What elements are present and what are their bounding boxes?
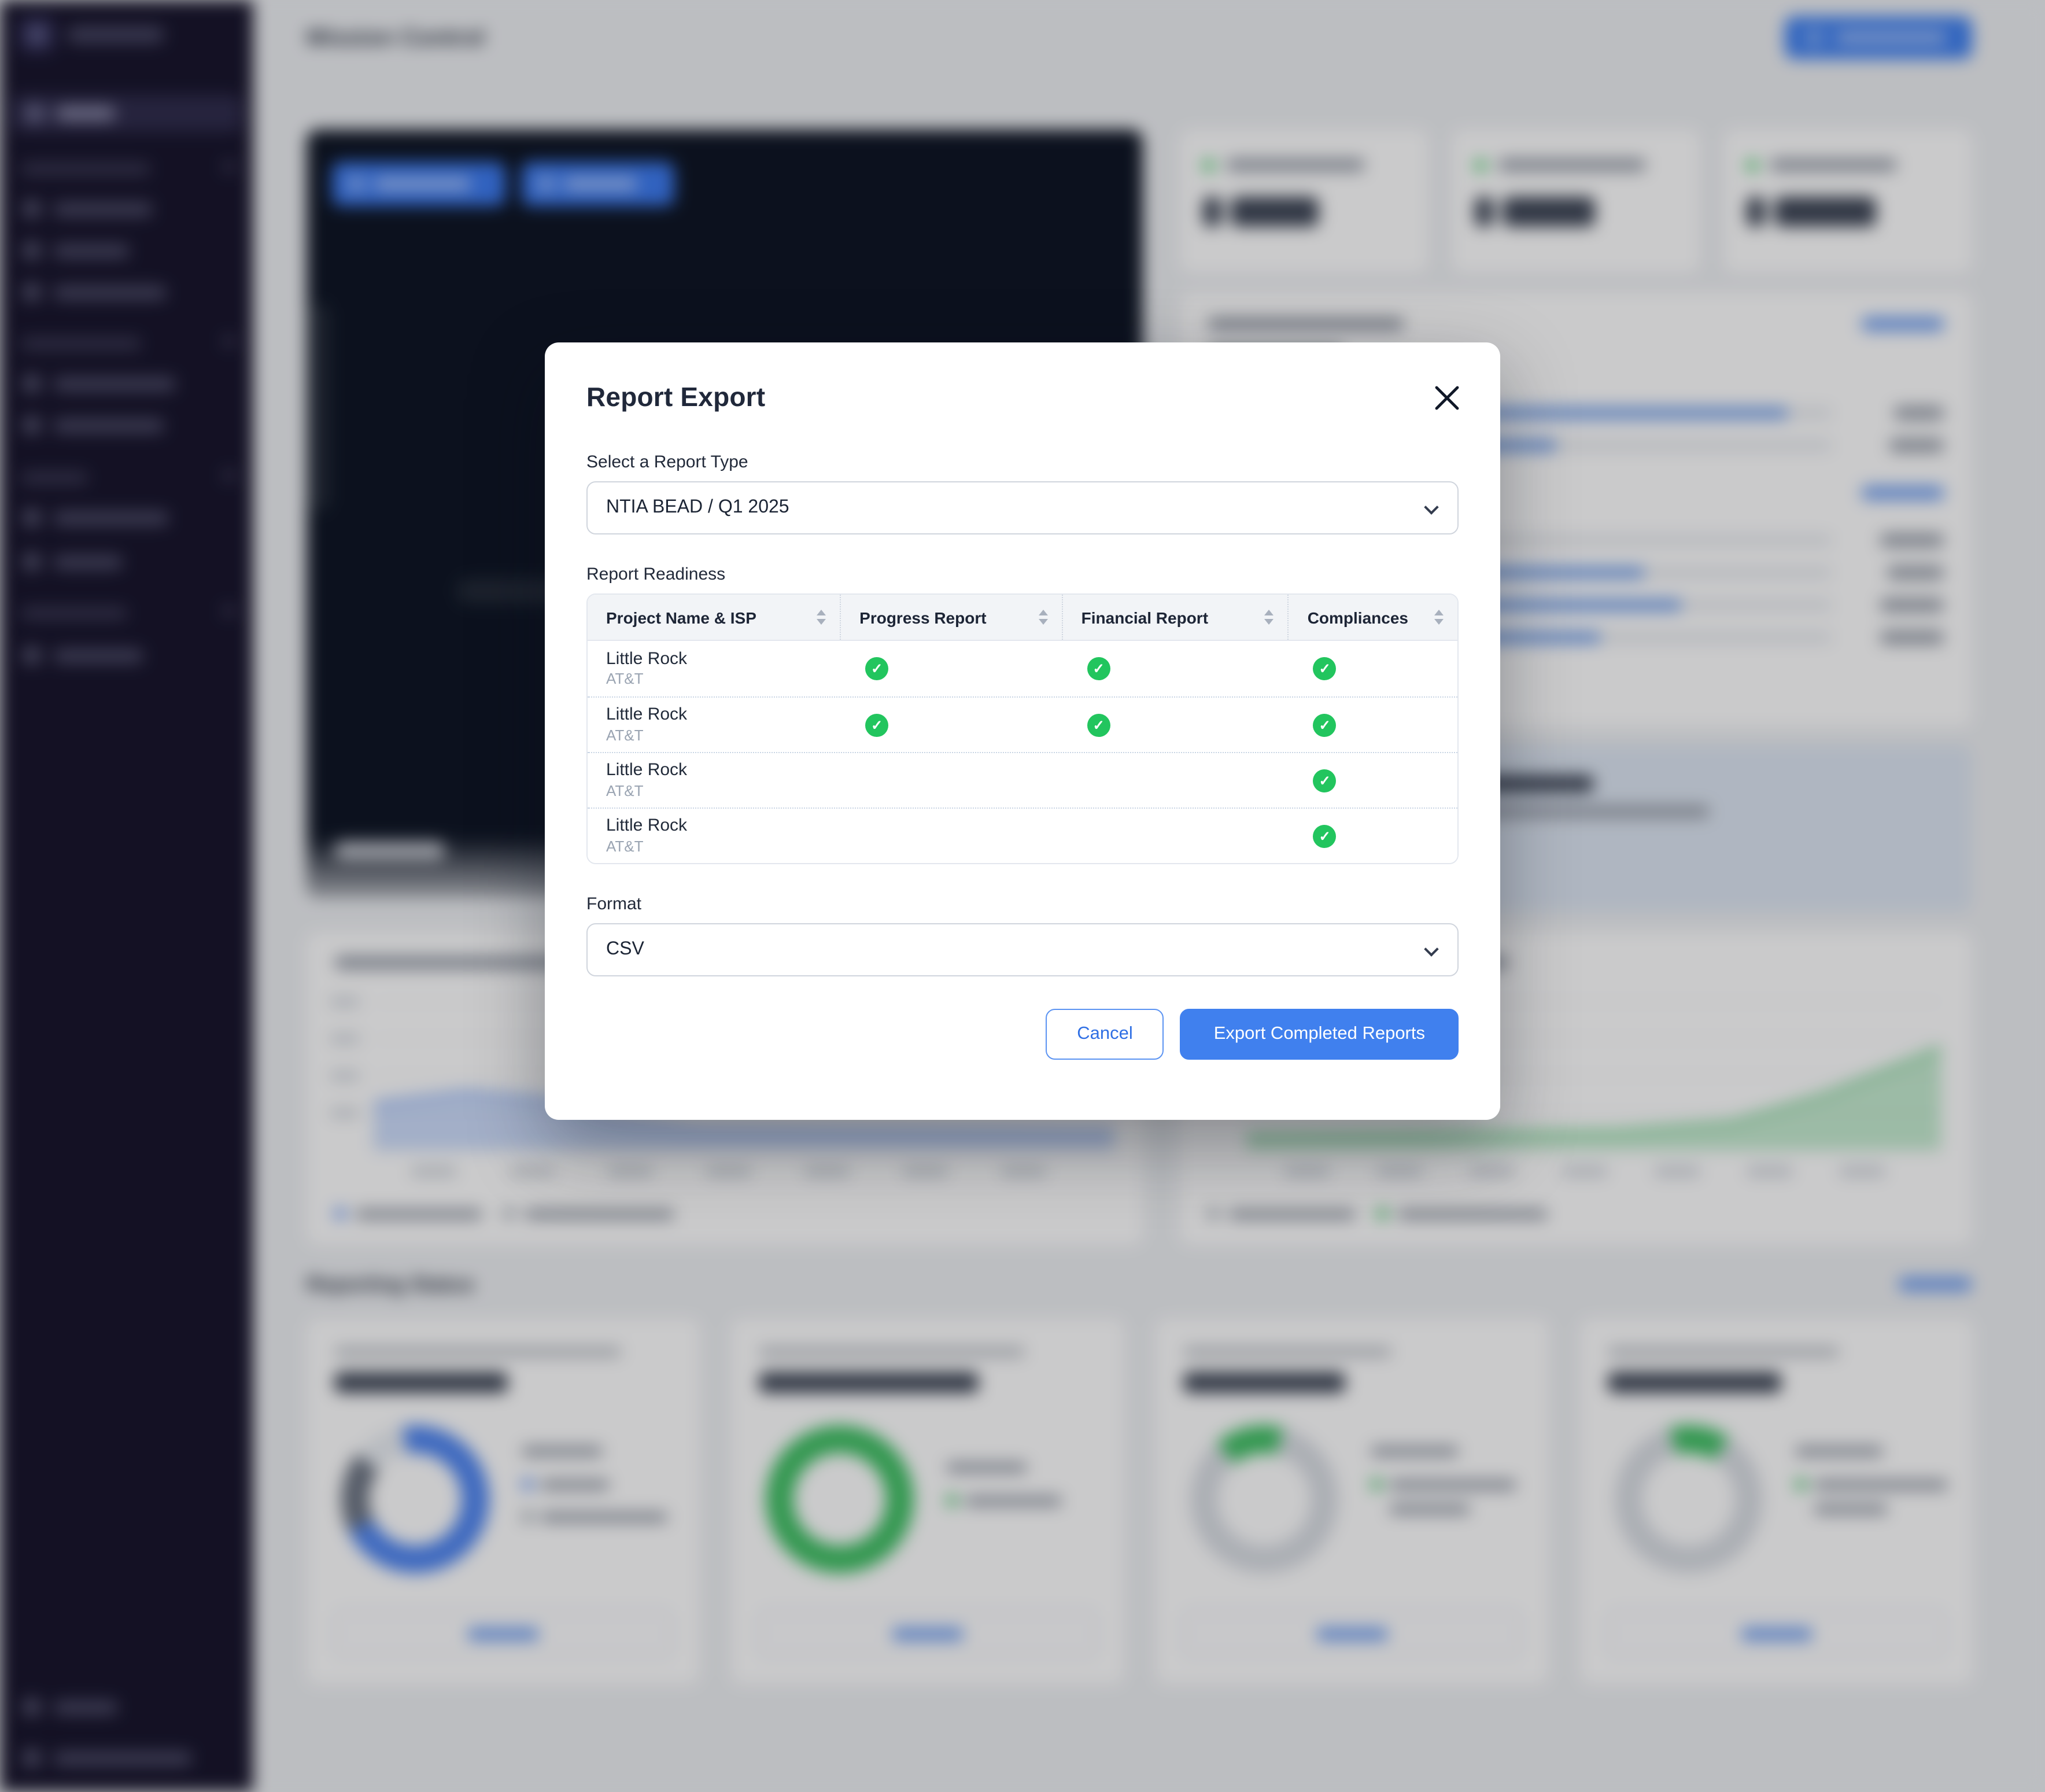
layers-icon xyxy=(538,176,554,192)
export-reports-button xyxy=(1785,16,1972,59)
report-export-modal: Report Export Select a Report Type NTIA … xyxy=(545,342,1500,1120)
project-name: Little Rock xyxy=(606,705,688,725)
project-cell: Little Rock AT&T xyxy=(588,809,840,863)
download-icon xyxy=(1806,29,1823,46)
app-wordmark xyxy=(67,27,164,43)
reporting-link xyxy=(1898,1277,1972,1291)
stat-card xyxy=(1180,130,1428,273)
progress-cell: ✓ xyxy=(840,698,1062,752)
view-all-button xyxy=(334,1610,672,1657)
reporting-card xyxy=(1156,1319,1549,1684)
financial-cell xyxy=(1062,809,1288,863)
isp-name: AT&T xyxy=(606,726,644,744)
sidebar xyxy=(0,0,253,1792)
stat-card xyxy=(1452,130,1700,273)
modal-actions: Cancel Export Completed Reports xyxy=(586,1009,1459,1060)
reporting-card xyxy=(1580,1319,1973,1684)
check-icon: ✓ xyxy=(1313,713,1337,736)
column-header-financial[interactable]: Financial Report xyxy=(1061,595,1288,640)
close-icon xyxy=(1435,386,1459,410)
readiness-label: Report Readiness xyxy=(586,565,726,584)
isp-name: AT&T xyxy=(606,670,644,688)
check-icon: ✓ xyxy=(1313,824,1337,847)
financial-cell: ✓ xyxy=(1062,698,1288,752)
report-type-select[interactable]: NTIA BEAD / Q1 2025 xyxy=(586,481,1459,534)
project-name: Little Rock xyxy=(606,648,688,669)
table-row: Little Rock AT&T ✓ ✓ ✓ xyxy=(588,641,1457,696)
progress-cell xyxy=(840,809,1062,863)
sort-icon xyxy=(1434,610,1444,625)
table-header: Project Name & ISP Progress Report Finan… xyxy=(588,595,1457,641)
format-select[interactable]: CSV xyxy=(586,923,1459,976)
reporting-card xyxy=(307,1319,700,1684)
sort-icon xyxy=(1038,610,1048,625)
check-icon: ✓ xyxy=(865,713,889,736)
map-toggle-button-1 xyxy=(332,162,505,206)
view-all-button xyxy=(1183,1610,1521,1657)
check-icon: ✓ xyxy=(1087,657,1110,680)
project-cell: Little Rock AT&T xyxy=(588,753,840,807)
compliances-cell: ✓ xyxy=(1288,641,1457,696)
learn-more-link xyxy=(1861,486,1944,500)
cancel-button[interactable]: Cancel xyxy=(1046,1009,1164,1060)
check-icon: ✓ xyxy=(865,657,889,680)
donut-chart xyxy=(766,1425,914,1573)
modal-title: Report Export xyxy=(586,382,766,412)
page-title: Mission Control xyxy=(307,25,485,51)
view-all-button xyxy=(1608,1610,1946,1657)
column-header-compliances[interactable]: Compliances xyxy=(1287,595,1457,640)
project-name: Little Rock xyxy=(606,816,688,836)
readiness-rows: Little Rock AT&T ✓ ✓ ✓ Little Rock AT&T ✓ ✓ ✓ Litt… xyxy=(588,641,1457,863)
check-icon: ✓ xyxy=(1313,657,1337,680)
donut-chart xyxy=(1190,1425,1338,1573)
progress-cell xyxy=(840,753,1062,807)
sort-icon xyxy=(1264,610,1274,625)
project-cell: Little Rock AT&T xyxy=(588,641,840,696)
project-cell: Little Rock AT&T xyxy=(588,698,840,752)
table-row: Little Rock AT&T ✓ xyxy=(588,807,1457,863)
financial-cell: ✓ xyxy=(1062,641,1288,696)
format-label: Format xyxy=(586,894,642,914)
format-value: CSV xyxy=(606,939,644,959)
export-completed-reports-button[interactable]: Export Completed Reports xyxy=(1180,1009,1459,1060)
progress-cell: ✓ xyxy=(840,641,1062,696)
chevron-down-icon xyxy=(1424,942,1439,957)
app-logo xyxy=(19,16,56,53)
map-toggle-button-2 xyxy=(522,162,674,206)
chevron-down-icon xyxy=(1424,500,1439,515)
sidebar-item-home xyxy=(12,95,242,132)
readiness-table: Project Name & ISP Progress Report Finan… xyxy=(586,593,1459,864)
check-icon: ✓ xyxy=(1087,713,1110,736)
donut-chart xyxy=(341,1425,489,1573)
home-icon xyxy=(25,104,44,123)
section-title: Reporting Status xyxy=(307,1273,475,1296)
map-icon xyxy=(348,176,364,192)
table-row: Little Rock AT&T ✓ ✓ ✓ xyxy=(588,696,1457,752)
report-type-value: NTIA BEAD / Q1 2025 xyxy=(606,497,789,517)
compliances-cell: ✓ xyxy=(1288,698,1457,752)
sort-icon xyxy=(817,610,826,625)
close-button[interactable] xyxy=(1431,382,1463,414)
isp-name: AT&T xyxy=(606,837,644,855)
isp-name: AT&T xyxy=(606,781,644,799)
column-header-project[interactable]: Project Name & ISP xyxy=(588,595,840,640)
table-row: Little Rock AT&T ✓ xyxy=(588,752,1457,807)
view-all-button xyxy=(759,1610,1097,1657)
compliances-cell: ✓ xyxy=(1288,809,1457,863)
column-header-progress[interactable]: Progress Report xyxy=(840,595,1062,640)
financial-cell xyxy=(1062,753,1288,807)
learn-more-link xyxy=(1861,317,1944,331)
check-icon: ✓ xyxy=(1313,769,1337,792)
donut-chart xyxy=(1615,1425,1763,1573)
compliances-cell: ✓ xyxy=(1288,753,1457,807)
project-name: Little Rock xyxy=(606,760,688,780)
reporting-card xyxy=(731,1319,1124,1684)
stat-card xyxy=(1723,130,1972,273)
report-type-label: Select a Report Type xyxy=(586,452,748,472)
